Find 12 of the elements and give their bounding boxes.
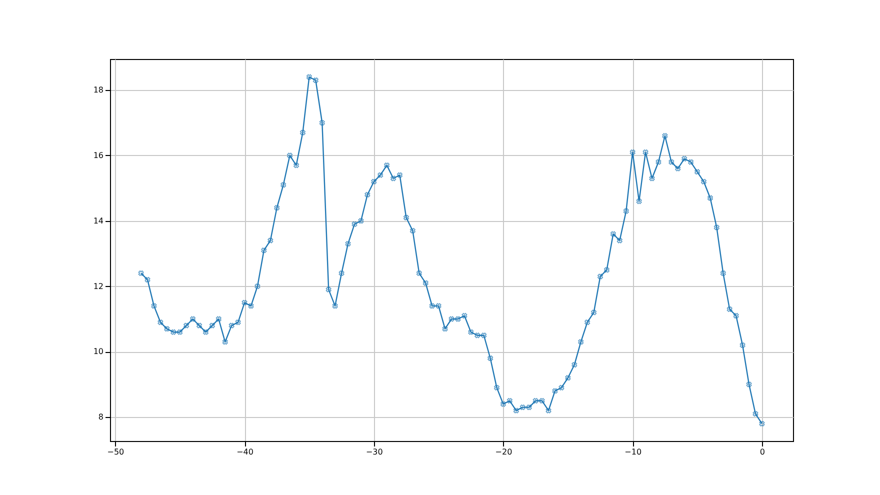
x-tick-label: 0: [760, 448, 765, 456]
x-tick-label: −40: [236, 448, 254, 456]
y-tick-label: 16: [93, 150, 104, 160]
y-tick-label: 12: [93, 282, 104, 291]
y-tick-label: 18: [93, 86, 104, 95]
x-tick-label: −20: [495, 448, 512, 456]
y-tick-label: 14: [93, 216, 104, 226]
y-tick-label: 10: [93, 347, 104, 356]
x-tick-label: −50: [107, 448, 124, 456]
y-tick-label: 8: [98, 412, 104, 422]
x-tick-label: −10: [624, 448, 642, 456]
x-tick-label: −30: [366, 448, 383, 456]
